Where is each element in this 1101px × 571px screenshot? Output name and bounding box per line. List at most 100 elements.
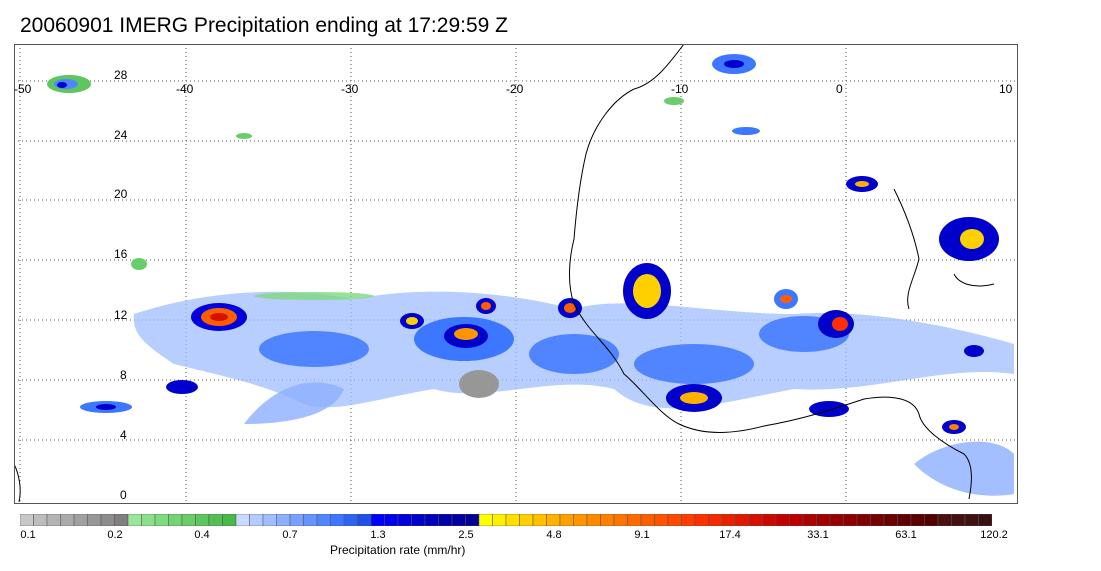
- colorbar-swatch: [33, 513, 48, 527]
- colorbar-swatch: [262, 513, 277, 527]
- rain-cell: [680, 392, 708, 404]
- colorbar-swatch: [465, 513, 480, 527]
- colorbar-swatch: [519, 513, 534, 527]
- colorbar-swatch: [100, 513, 115, 527]
- colorbar-swatch: [532, 513, 547, 527]
- colorbar-swatch: [546, 513, 561, 527]
- colorbar-swatch: [114, 513, 129, 527]
- colorbar-swatch: [316, 513, 331, 527]
- colorbar-swatch: [856, 513, 871, 527]
- latitude-label: 0: [120, 488, 127, 502]
- colorbar-tick-label: 0.2: [107, 529, 123, 541]
- colorbar-tick-label: 4.8: [546, 529, 562, 541]
- colorbar-swatch: [505, 513, 520, 527]
- colorbar-swatch: [141, 513, 156, 527]
- colorbar-swatch: [870, 513, 885, 527]
- latitude-label: 24: [114, 128, 128, 142]
- latitude-label: 4: [120, 428, 127, 442]
- longitude-label: -40: [176, 82, 194, 96]
- colorbar-swatch: [802, 513, 817, 527]
- colorbar-swatch: [829, 513, 844, 527]
- south-america-coast: [14, 463, 21, 503]
- colorbar-swatch: [789, 513, 804, 527]
- rain-patch: [459, 370, 499, 398]
- map-frame: [14, 44, 1018, 504]
- colorbar-swatch: [573, 513, 588, 527]
- rain-patch: [634, 344, 754, 384]
- longitude-label: 10: [999, 82, 1013, 96]
- colorbar-swatch: [276, 513, 291, 527]
- colorbar-swatch: [343, 513, 358, 527]
- colorbar-tick-label: 17.4: [719, 529, 741, 541]
- colorbar-swatch: [73, 513, 88, 527]
- colorbar-swatch: [330, 513, 345, 527]
- rain-cell: [780, 295, 792, 303]
- colorbar-swatch: [883, 513, 898, 527]
- colorbar-swatch: [816, 513, 831, 527]
- rain-cell: [633, 274, 661, 308]
- rain-speck: [236, 133, 252, 139]
- longitude-label: -50: [14, 82, 32, 96]
- longitude-label: -30: [341, 82, 359, 96]
- colorbar-swatch: [424, 513, 439, 527]
- coast-fragment: [893, 188, 920, 310]
- coastline: [14, 44, 995, 503]
- colorbar-swatch: [924, 513, 939, 527]
- rain-cell: [166, 380, 198, 394]
- latitude-label: 28: [114, 68, 128, 82]
- colorbar-swatch: [937, 513, 952, 527]
- colorbar-swatch: [357, 513, 372, 527]
- latitude-label: 20: [114, 187, 128, 201]
- colorbar-swatch: [397, 513, 412, 527]
- rain-patch: [724, 60, 744, 68]
- colorbar-swatch: [384, 513, 399, 527]
- colorbar-swatch: [910, 513, 925, 527]
- colorbar-swatch: [46, 513, 61, 527]
- colorbar-swatch: [478, 513, 493, 527]
- rain-patch: [914, 441, 1014, 496]
- colorbar-swatch: [19, 513, 34, 527]
- rain-cell: [481, 302, 491, 310]
- precipitation-field: [47, 54, 1014, 496]
- colorbar-swatch: [735, 513, 750, 527]
- colorbar-swatch: [748, 513, 763, 527]
- rain-cell: [564, 303, 576, 313]
- rain-cell: [406, 317, 418, 325]
- colorbar-tick-label: 1.3: [370, 529, 386, 541]
- colorbar-swatch: [978, 513, 993, 527]
- colorbar-swatch: [451, 513, 466, 527]
- colorbar-tick-label: 63.1: [895, 529, 917, 541]
- precipitation-map: [14, 44, 1018, 504]
- colorbar-tick-label: 2.5: [458, 529, 474, 541]
- colorbar-title: Precipitation rate (mm/hr): [330, 543, 466, 557]
- rain-cell: [960, 229, 984, 249]
- colorbar-swatch: [694, 513, 709, 527]
- colorbar-swatch: [627, 513, 642, 527]
- colorbar-tick-label: 0.7: [282, 529, 298, 541]
- rain-cell: [832, 317, 848, 331]
- rain-speck: [131, 258, 147, 270]
- colorbar-swatch: [721, 513, 736, 527]
- rain-cell: [454, 328, 478, 340]
- colorbar-swatch: [843, 513, 858, 527]
- colorbar-swatch: [289, 513, 304, 527]
- colorbar-swatch: [586, 513, 601, 527]
- longitude-label: -20: [506, 82, 524, 96]
- colorbar-swatch: [411, 513, 426, 527]
- colorbar-swatch: [613, 513, 628, 527]
- colorbar-swatch: [667, 513, 682, 527]
- colorbar: [19, 513, 993, 527]
- colorbar-swatch: [681, 513, 696, 527]
- rain-patch: [259, 331, 369, 367]
- colorbar-swatch: [168, 513, 183, 527]
- colorbar-swatch: [640, 513, 655, 527]
- latitude-label: 12: [114, 308, 128, 322]
- colorbar-tick-label: 0.1: [20, 529, 36, 541]
- colorbar-swatches: [19, 513, 993, 527]
- colorbar-swatch: [964, 513, 979, 527]
- rain-cell: [949, 424, 959, 430]
- colorbar-swatch: [235, 513, 250, 527]
- colorbar-swatch: [438, 513, 453, 527]
- rain-cell: [964, 345, 984, 357]
- rain-speck: [254, 292, 374, 300]
